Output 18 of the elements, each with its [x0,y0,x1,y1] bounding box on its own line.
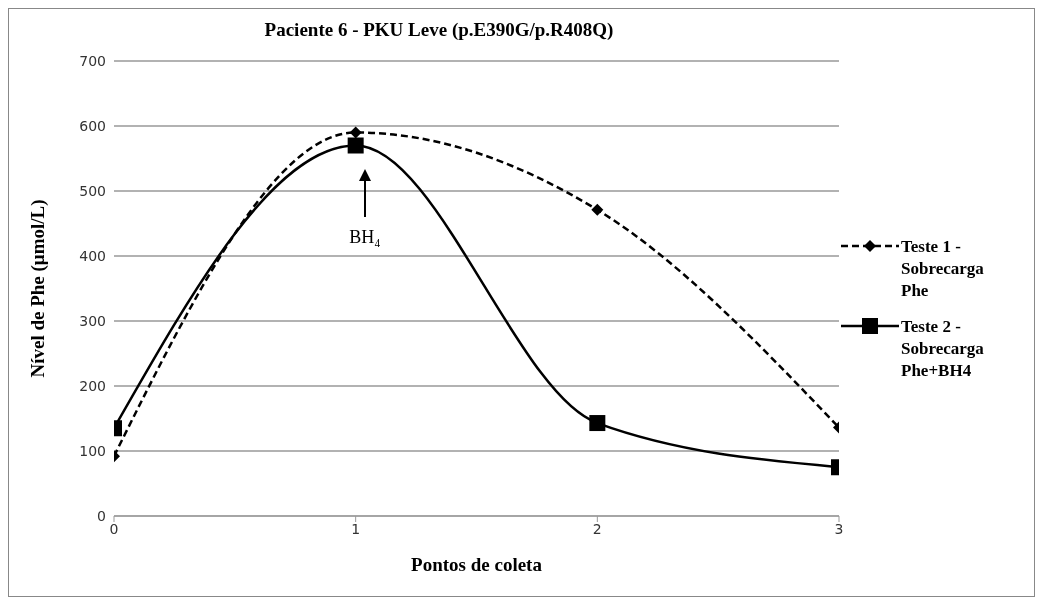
y-axis-title: Nível de Phe (μmol/L) [26,199,49,378]
x-tick-label: 3 [834,520,844,537]
x-axis-title: Pontos de coleta [411,554,543,575]
y-tick-label: 300 [79,312,106,329]
y-tick-label: 100 [79,442,106,459]
y-tick-label: 200 [79,377,106,394]
legend-label: Teste 1 - Sobrecarga Phe [901,236,985,302]
x-tick-label: 1 [351,520,361,537]
x-tick-label: 2 [592,520,602,537]
y-tick-label: 500 [79,182,106,199]
y-tick-label: 600 [79,117,106,134]
y-tick-label: 400 [79,247,106,264]
y-tick-label: 700 [79,52,106,69]
legend-label: Teste 2 - Sobrecarga Phe+BH4 [901,316,985,382]
annotation: BH₄ [349,227,381,247]
x-tick-label: 0 [109,520,119,537]
y-tick-label: 0 [97,507,106,524]
chart-title: Paciente 6 - PKU Leve (p.E390G/p.R408Q) [263,18,615,41]
